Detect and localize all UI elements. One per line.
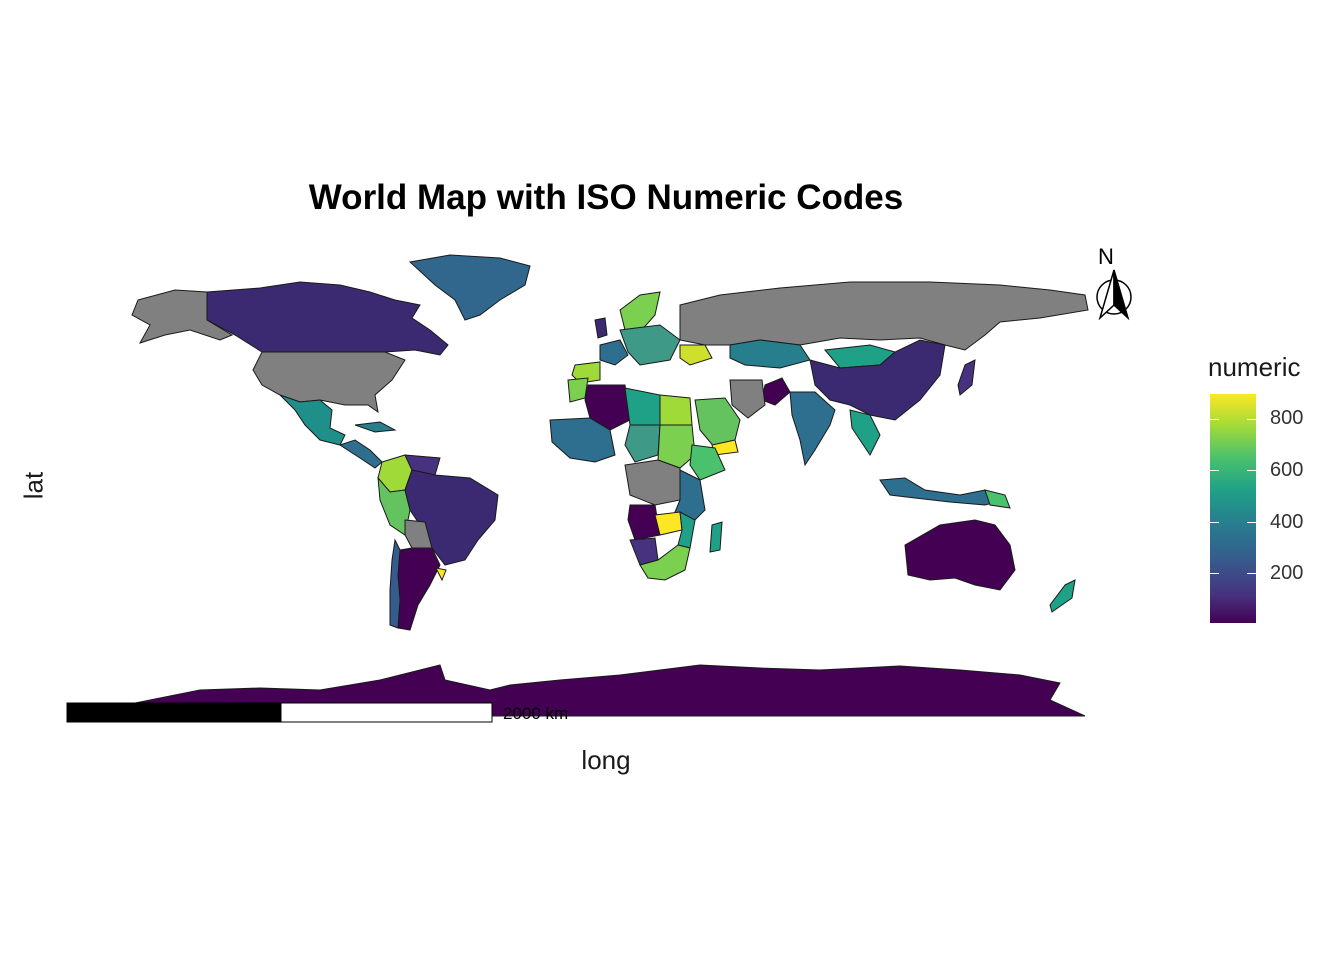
- country-southeast-asia: [849, 409, 881, 456]
- country-central-europe: [619, 324, 681, 366]
- north-arrow-icon: [1096, 269, 1132, 321]
- country-canada: [206, 281, 449, 356]
- country-libya: [624, 387, 661, 426]
- legend-tick-label: 200: [1270, 562, 1304, 584]
- legend-title: numeric: [1208, 352, 1301, 382]
- country-central-africa: [624, 459, 681, 506]
- country-angola: [627, 504, 661, 541]
- legend-tickmark: [1247, 470, 1256, 471]
- country-sudan: [657, 424, 696, 469]
- country-uruguay: [435, 567, 447, 582]
- country-ukraine: [679, 344, 713, 366]
- scale-bar-label: 2000 km: [503, 704, 569, 723]
- country-new-zealand: [1049, 579, 1076, 613]
- country-west-africa: [549, 417, 616, 463]
- legend-tickmark: [1210, 573, 1219, 574]
- country-japan: [957, 359, 976, 396]
- scale-bar: [66, 702, 493, 723]
- country-mexico: [279, 394, 346, 446]
- country-papua: [984, 489, 1011, 509]
- country-france: [599, 339, 629, 366]
- legend-tickmark: [1247, 573, 1256, 574]
- legend-tickmark: [1247, 522, 1256, 523]
- country-iberia: [571, 361, 601, 384]
- country-kazakhstan: [729, 339, 811, 369]
- legend-tickmark: [1247, 419, 1256, 420]
- country-uk: [594, 317, 608, 339]
- country-brazil: [404, 469, 499, 566]
- country-afghanistan: [761, 377, 791, 406]
- legend-tickmark: [1210, 522, 1219, 523]
- legend-tick-label: 400: [1270, 511, 1304, 533]
- country-argentina: [397, 547, 441, 631]
- legend-tickmark: [1210, 419, 1219, 420]
- legend-tick-label: 800: [1270, 407, 1304, 429]
- x-axis-label: long: [581, 745, 631, 775]
- country-china: [809, 339, 946, 421]
- north-label: N: [1098, 244, 1114, 269]
- country-russia: [679, 281, 1089, 351]
- chart-title: World Map with ISO Numeric Codes: [308, 178, 904, 217]
- country-india: [789, 391, 836, 467]
- country-zambia: [654, 511, 683, 536]
- country-greenland: [408, 254, 531, 321]
- legend-colorbar: [1210, 394, 1256, 623]
- country-central-america: [338, 439, 383, 469]
- legend-tickmark: [1210, 470, 1219, 471]
- legend-tick-label: 600: [1270, 459, 1304, 481]
- country-egypt: [659, 394, 693, 426]
- country-chad: [624, 424, 661, 463]
- country-ethiopia: [689, 444, 726, 481]
- country-south-africa: [639, 544, 691, 581]
- country-chile: [389, 538, 401, 629]
- country-cuba: [354, 421, 397, 433]
- country-usa: [252, 351, 406, 414]
- country-iran: [729, 379, 766, 419]
- country-australia: [904, 519, 1016, 591]
- country-madagascar: [709, 521, 723, 553]
- y-axis-label: lat: [18, 471, 49, 500]
